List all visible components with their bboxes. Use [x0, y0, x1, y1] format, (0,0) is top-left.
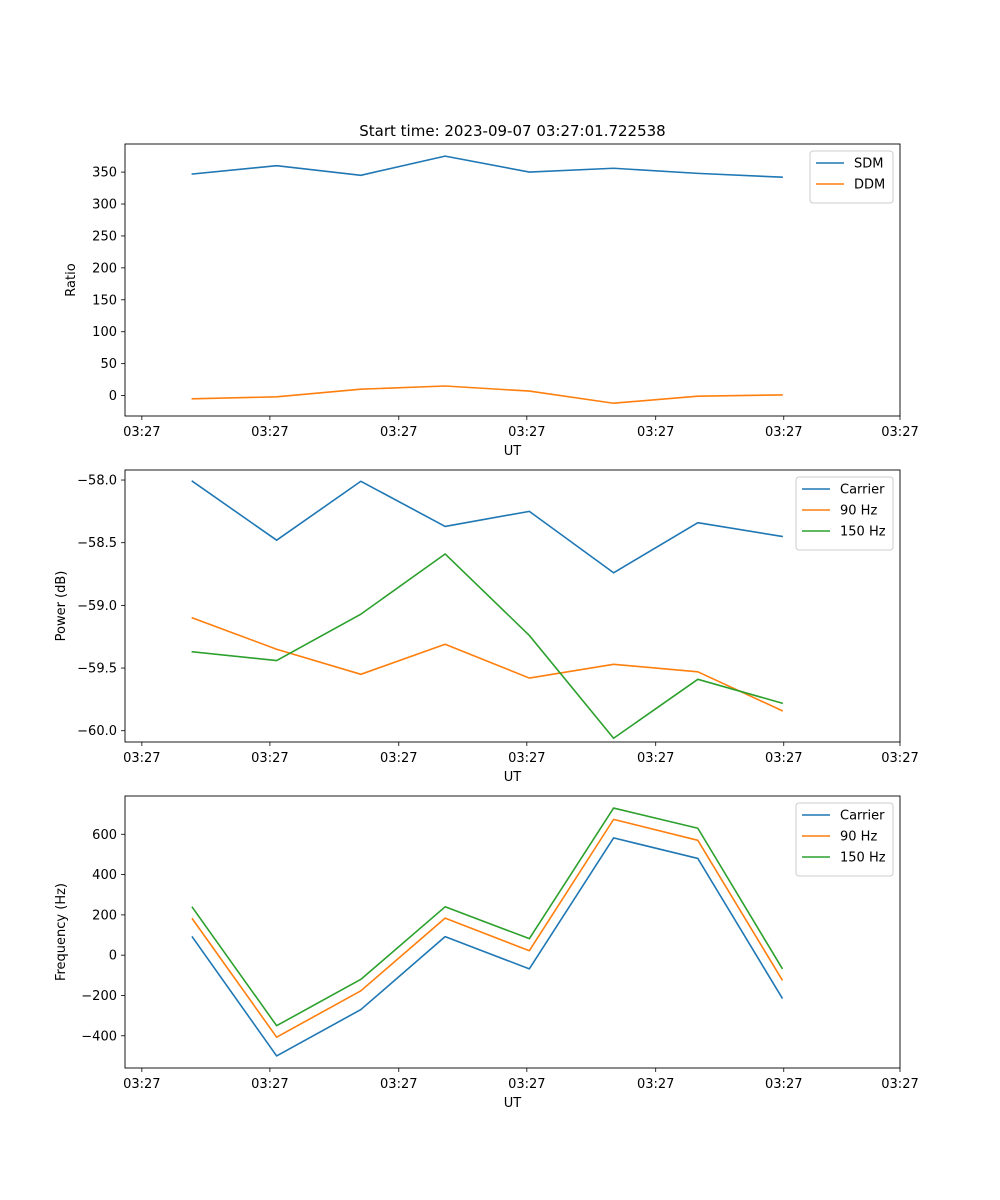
x-tick-label: 03:27: [637, 751, 674, 766]
y-tick-label: 250: [92, 229, 117, 244]
y-tick-label: 200: [92, 261, 117, 276]
series-line-150-hz: [191, 553, 784, 740]
x-tick-label: 03:27: [881, 425, 918, 440]
x-tick-label: 03:27: [508, 425, 545, 440]
chart-panel-3: 03:27 03:27 03:27 03:27 03:27 03:27 03:27 −400 −…: [54, 795, 919, 1111]
x-tick-label: 03:27: [380, 425, 417, 440]
y-tick-label: −60.0: [77, 724, 117, 739]
x-tick-label: 03:27: [508, 751, 545, 766]
legend-label: Carrier: [840, 809, 885, 824]
figure-title: Start time: 2023-09-07 03:27:01.722538: [359, 122, 665, 140]
x-axis-label: UT: [504, 1096, 522, 1111]
x-tick-label: 03:27: [251, 425, 288, 440]
y-tick-label: −400: [81, 1029, 117, 1044]
legend: Carrier 90 Hz 150 Hz: [795, 476, 894, 551]
y-tick-label: 350: [92, 166, 117, 181]
y-tick-label: 600: [92, 828, 117, 843]
charts: 03:27 03:27 03:27 03:27 03:27 03:27 03:27 0 50 10…: [54, 143, 919, 1111]
series-line-ddm: [191, 385, 783, 405]
x-tick-label: 03:27: [765, 1077, 802, 1092]
axes-frame: [124, 795, 901, 1069]
chart-panel-1: 03:27 03:27 03:27 03:27 03:27 03:27 03:27 0 50 10…: [64, 143, 919, 459]
legend-label: DDM: [854, 178, 885, 193]
y-axis-label: Ratio: [64, 263, 79, 296]
plot-area: [125, 144, 900, 416]
legend-label: 150 Hz: [840, 851, 886, 866]
series-line-150-hz: [191, 807, 784, 1027]
x-tick-label: 03:27: [881, 1077, 918, 1092]
y-tick-label: 150: [92, 293, 117, 308]
x-tick-label: 03:27: [637, 1077, 674, 1092]
x-tick-label: 03:27: [508, 1077, 545, 1092]
axes-frame: [124, 469, 901, 743]
x-tick-label: 03:27: [123, 425, 160, 440]
x-tick-label: 03:27: [123, 1077, 160, 1092]
legend-label: 150 Hz: [840, 525, 886, 540]
legend: Carrier 90 Hz 150 Hz: [795, 802, 894, 877]
y-tick-label: −58.0: [77, 474, 117, 489]
legend-label: 90 Hz: [840, 830, 877, 845]
x-tick-label: 03:27: [251, 751, 288, 766]
plot-area: [125, 470, 900, 742]
chart-panel-2: 03:27 03:27 03:27 03:27 03:27 03:27 03:27 −60.0…: [54, 469, 919, 785]
y-tick-label: −200: [81, 989, 117, 1004]
axes-frame: [124, 143, 901, 417]
x-axis-label: UT: [504, 770, 522, 785]
legend-frame: [809, 150, 894, 204]
series-line-sdm: [191, 155, 783, 179]
legend-label: 90 Hz: [840, 504, 877, 519]
y-tick-label: 0: [109, 389, 117, 404]
legend-label: SDM: [854, 157, 883, 172]
x-tick-label: 03:27: [765, 751, 802, 766]
y-tick-label: 400: [92, 868, 117, 883]
y-tick-label: −59.0: [77, 599, 117, 614]
x-tick-label: 03:27: [251, 1077, 288, 1092]
x-tick-label: 03:27: [765, 425, 802, 440]
series-line-carrier: [191, 480, 783, 574]
x-tick-label: 03:27: [380, 1077, 417, 1092]
y-tick-label: 200: [92, 908, 117, 923]
legend: SDM DDM: [809, 150, 894, 204]
x-tick-label: 03:27: [123, 751, 160, 766]
y-tick-label: −58.5: [77, 536, 117, 551]
y-tick-label: 50: [100, 357, 117, 372]
y-tick-label: 0: [109, 949, 117, 964]
y-axis-label: Power (dB): [54, 571, 69, 642]
x-axis-label: UT: [504, 444, 522, 459]
y-axis-label: Frequency (Hz): [54, 883, 69, 981]
series-line-90-hz: [191, 818, 784, 1038]
y-tick-label: 100: [92, 325, 117, 340]
legend-label: Carrier: [840, 483, 885, 498]
y-tick-label: 300: [92, 198, 117, 213]
x-tick-label: 03:27: [637, 425, 674, 440]
x-tick-label: 03:27: [881, 751, 918, 766]
x-tick-label: 03:27: [380, 751, 417, 766]
y-tick-label: −59.5: [77, 662, 117, 677]
series-line-carrier: [191, 837, 784, 1057]
